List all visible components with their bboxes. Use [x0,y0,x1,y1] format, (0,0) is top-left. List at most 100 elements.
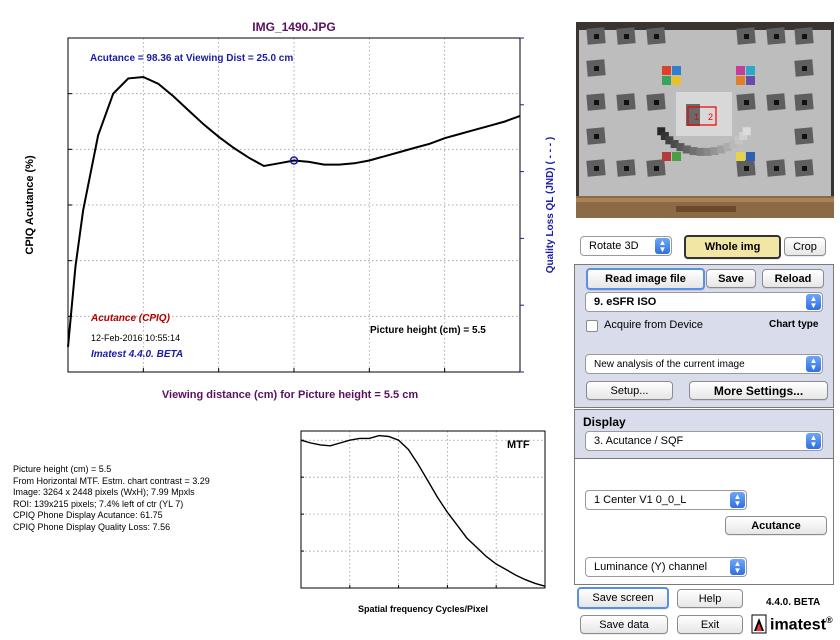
image-panel: Read image file Save Reload 9. eSFR ISO … [574,264,834,408]
chart-title: IMG_1490.JPG [252,20,335,34]
thumb-target-dot [802,134,807,139]
imatest-logo-icon [751,614,767,634]
chevron-updown-icon: ▲ ▼ [730,492,745,508]
channel-select-value: Luminance (Y) channel [594,561,708,573]
display-label: Display [583,415,626,429]
thumb-target-dot [802,66,807,71]
display-select[interactable]: 3. Acutance / SQF ▲ ▼ [585,431,823,451]
thumb-center-area [676,92,732,136]
thumb-gray-patch [729,140,738,149]
thumb-color-patch [662,66,671,75]
chevron-updown-icon: ▲ ▼ [806,294,821,310]
y-axis-label: CPIQ Acutance (%) [24,155,36,255]
crop-button[interactable]: Crop [784,237,826,256]
thumb-gray-patch [689,147,698,156]
acquire-label: Acquire from Device [604,319,704,331]
roi-label-2: 2 [708,112,713,122]
analysis-info: Picture height (cm) = 5.5 From Horizonta… [13,464,210,534]
thumb-target-dot [654,34,659,39]
thumb-target-dot [654,166,659,171]
thumb-color-patch [736,152,745,161]
thumb-target-dot [624,100,629,105]
chart-type-label: Chart type [769,319,819,330]
thumb-gray-patch [657,127,666,136]
picture-height-note: Picture height (cm) = 5.5 [370,325,486,336]
acutance-button[interactable]: Acutance [725,516,827,535]
thumb-color-patch [672,66,681,75]
exit-button[interactable]: Exit [677,615,743,634]
thumb-target-dot [744,34,749,39]
legend-acutance: Acutance (CPIQ) [90,313,171,324]
thumb-color-patch [746,66,755,75]
reload-button[interactable]: Reload [762,269,824,288]
thumb-target-dot [802,100,807,105]
save-button[interactable]: Save [706,269,756,288]
main-chart-grid [68,38,520,372]
chart-type-select[interactable]: 9. eSFR ISO ▲ ▼ [585,292,823,312]
roi-label-1: 1 [694,112,699,122]
thumb-target-dot [774,166,779,171]
chart-thumbnail[interactable]: 1 2 [576,22,834,218]
thumb-target-dot [594,134,599,139]
info-line: Picture height (cm) = 5.5 [13,464,112,474]
thumb-gray-patch [676,143,685,152]
help-button[interactable]: Help [677,589,743,608]
thumb-color-patch [672,76,681,85]
thumb-color-patch [746,152,755,161]
thumb-target-dot [594,66,599,71]
thumb-color-patch [662,76,671,85]
whole-img-button[interactable]: Whole img [684,235,781,259]
thumb-target-dot [774,100,779,105]
x-axis-label: Viewing distance (cm) for Picture height… [162,389,418,401]
brand-text: imatest [770,616,827,634]
acquire-checkbox[interactable] [586,320,598,332]
brand-mark: ® [826,615,833,625]
thumb-gray-patch [710,147,719,156]
thumb-target-dot [802,34,807,39]
y2-axis-label: Quality Loss QL (JND) ( - - - ) [545,137,556,273]
thumb-target-dot [744,166,749,171]
thumb-color-patch [662,152,671,161]
thumb-gray-patch [665,136,674,145]
version-note: Imatest 4.4.0. BETA [91,349,183,360]
roi-select[interactable]: 1 Center V1 0_0_L ▲ ▼ [585,490,747,510]
thumb-color-patch [672,152,681,161]
viewing-distance-marker [289,156,299,165]
thumb-color-patch [746,76,755,85]
thumb-gray-patch [660,132,669,141]
analysis-select[interactable]: New analysis of the current image ▲ ▼ [585,354,823,374]
info-line: CPIQ Phone Display Quality Loss: 7.56 [13,521,171,532]
thumb-target-dot [594,100,599,105]
rotate-select[interactable]: Rotate 3D ▲ ▼ [580,236,672,256]
thumb-color-patch [736,66,745,75]
info-line: ROI: 139x215 pixels; 7.4% left of ctr (Y… [13,498,184,509]
thumb-target-dot [802,166,807,171]
thumb-gray-patch [703,147,712,156]
more-settings-button[interactable]: More Settings... [689,381,828,400]
chevron-updown-icon: ▲ ▼ [806,356,821,372]
acutance-annotation: Acutance = 98.36 at Viewing Dist = 25.0 … [90,53,293,64]
display-panel: Display 3. Acutance / SQF ▲ ▼ 1 Center V1… [574,409,834,585]
chevron-updown-icon: ▲ ▼ [806,433,821,449]
thumb-target-dot [594,34,599,39]
save-screen-button[interactable]: Save screen [577,587,669,609]
info-line: Image: 3264 x 2448 pixels (WxH); 7.99 Mp… [13,487,195,498]
thumb-gray-patch [742,127,751,136]
info-line: CPIQ Phone Display Acutance: 61.75 [13,510,163,521]
setup-button[interactable]: Setup... [586,381,673,400]
timestamp: 12-Feb-2016 10:55:14 [91,333,180,343]
thumbnail-test-pattern [586,27,814,177]
main-chart-ticks [67,37,524,373]
thumb-gray-patch [696,147,705,156]
display-select-value: 3. Acutance / SQF [594,435,684,447]
channel-select[interactable]: Luminance (Y) channel ▲ ▼ [585,557,747,577]
thumb-gray-patch [739,132,748,141]
read-image-file-button[interactable]: Read image file [586,268,705,290]
thumb-gray-patch [723,143,732,152]
thumb-target-dot [594,166,599,171]
analysis-select-value: New analysis of the current image [594,358,745,370]
save-data-button[interactable]: Save data [580,615,668,634]
roi-box [687,106,717,126]
thumb-gray-patch [682,145,691,154]
